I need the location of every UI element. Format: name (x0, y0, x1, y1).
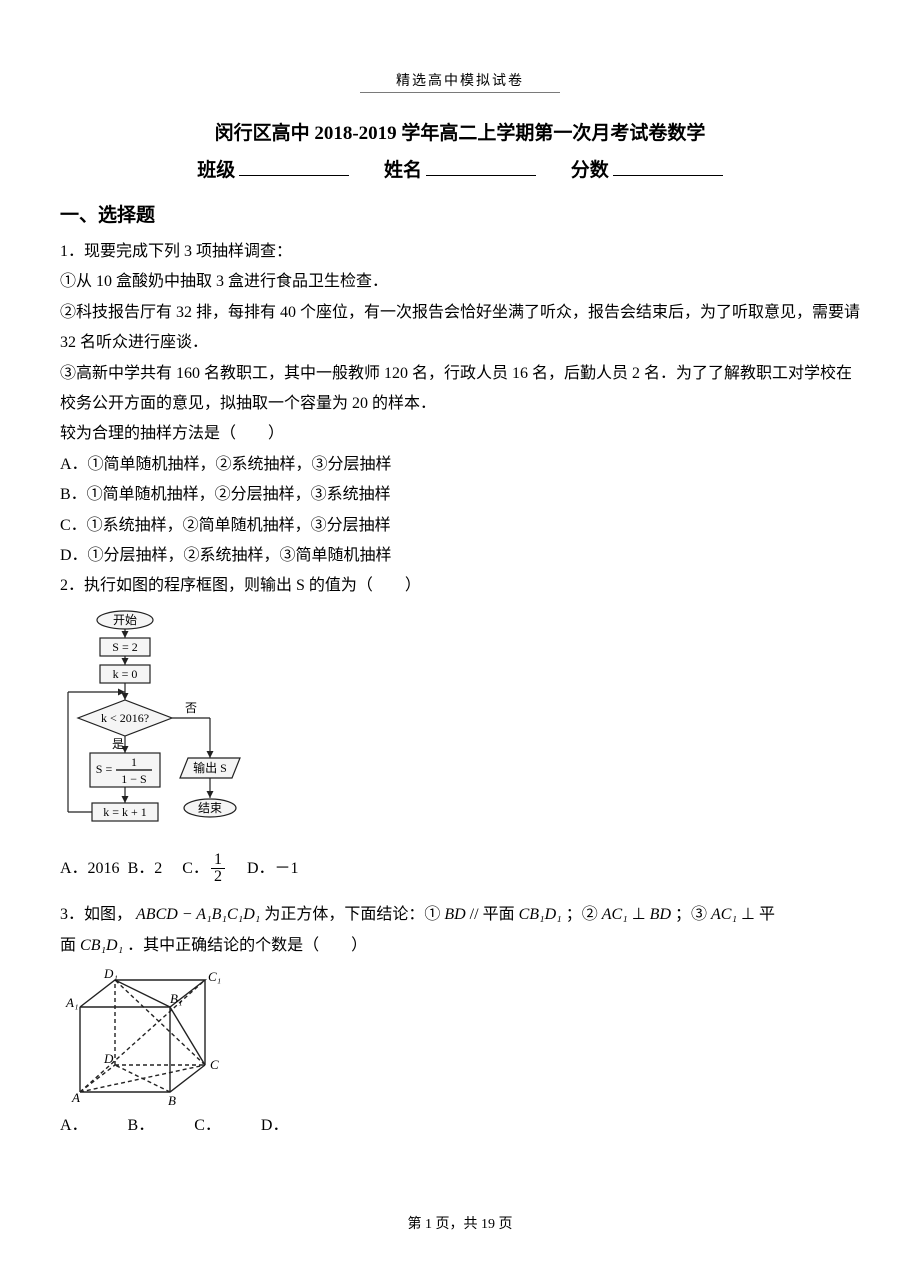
class-blank[interactable] (239, 159, 349, 176)
q2-stem: 2．执行如图的程序框图，则输出 S 的值为（ ） (60, 571, 860, 601)
section-head: 一、选择题 (60, 200, 860, 227)
q2-opt-c-pre: C． (182, 860, 209, 877)
q3-c2c: BD (650, 906, 671, 923)
svg-text:D: D (103, 1051, 114, 1066)
q3-c1b: // 平面 (470, 906, 515, 923)
q1-opt-d: D．①分层抽样，②系统抽样，③简单随机抽样 (60, 541, 860, 571)
svg-text:C: C (210, 1057, 219, 1072)
svg-text:S =: S = (96, 762, 113, 776)
svg-text:否: 否 (185, 701, 197, 715)
q1-opt-c: C．①系统抽样，②简单随机抽样，③分层抽样 (60, 511, 860, 541)
score-label: 分数 (571, 160, 609, 181)
q1-stem: 1．现要完成下列 3 项抽样调查： (60, 237, 860, 267)
q3-stem-line2: 面 CB₁D₁ ．其中正确结论的个数是（ ） (60, 931, 860, 961)
q1-opt-b: B．①简单随机抽样，②分层抽样，③系统抽样 (60, 480, 860, 510)
q3-stem: 3．如图， ABCD − A₁B₁C₁D₁ 为正方体，下面结论：① BD // … (60, 900, 860, 930)
question-3: 3．如图， ABCD − A₁B₁C₁D₁ 为正方体，下面结论：① BD // … (60, 900, 860, 1141)
svg-text:A: A (71, 1090, 80, 1105)
q2-opt-d: D．－1 (247, 860, 299, 877)
q1-line2: ②科技报告厅有 32 排，每排有 40 个座位，有一次报告会恰好坐满了听众，报告… (60, 298, 860, 359)
q3-l2-pre: 面 (60, 937, 80, 954)
q1-line1: ①从 10 盒酸奶中抽取 3 盒进行食品卫生检查． (60, 267, 860, 297)
q1-opt-a: A．①简单随机抽样，②系统抽样，③分层抽样 (60, 450, 860, 480)
q2-options: A．2016 B．2 C．12 D．－1 (60, 852, 860, 887)
svg-text:1 − S: 1 − S (121, 772, 146, 786)
q2-opt-a: A．2016 (60, 860, 120, 877)
page-title: 闵行区高中 2018-2019 学年高二上学期第一次月考试卷数学 (60, 118, 860, 145)
q1-ask: 较为合理的抽样方法是（ ） (60, 419, 860, 449)
svg-text:B: B (168, 1093, 176, 1107)
svg-text:C₁: C₁ (208, 969, 221, 984)
question-1: 1．现要完成下列 3 项抽样调查： ①从 10 盒酸奶中抽取 3 盒进行食品卫生… (60, 237, 860, 571)
class-label: 班级 (197, 160, 235, 181)
svg-text:结束: 结束 (198, 801, 222, 815)
svg-text:B₁: B₁ (170, 991, 182, 1006)
name-blank[interactable] (426, 159, 536, 176)
footer-mid: 页，共 (436, 1217, 482, 1232)
info-line: 班级 姓名 分数 (60, 155, 860, 182)
q3-c1a: BD (444, 906, 465, 923)
svg-text:k = k + 1: k = k + 1 (103, 805, 147, 819)
fraction-icon: 12 (211, 852, 225, 887)
page-footer: 第 1 页，共 19 页 (0, 1213, 920, 1233)
footer-total: 19 (481, 1217, 495, 1232)
cube-figure: A B C D A₁ B₁ C₁ D₁ (60, 967, 230, 1107)
q2-opt-b: B．2 (128, 860, 163, 877)
q3-options: A． B． C． D． (60, 1111, 860, 1141)
svg-text:k < 2016?: k < 2016? (101, 711, 149, 725)
frac-den: 2 (211, 869, 225, 886)
svg-text:D₁: D₁ (103, 967, 118, 981)
header-label: 精选高中模拟试卷 (360, 70, 560, 93)
score-blank[interactable] (613, 159, 723, 176)
svg-text:开始: 开始 (113, 613, 137, 627)
flowchart-figure: 开始 S = 2 k = 0 k < 2016? 否 (60, 608, 270, 848)
q3-c3a: AC₁ (711, 906, 737, 923)
svg-text:输出 S: 输出 S (193, 760, 227, 775)
q3-l2-post: ．其中正确结论的个数是（ ） (127, 937, 367, 954)
svg-text:S = 2: S = 2 (112, 640, 137, 654)
q1-line3: ③高新中学共有 160 名教职工，其中一般教师 120 名，行政人员 16 名，… (60, 359, 860, 420)
svg-text:是: 是 (112, 737, 124, 751)
q3-c3b: ⊥ 平 (741, 906, 775, 923)
footer-post: 页 (499, 1217, 513, 1232)
q3-mid: 为正方体，下面结论：① (264, 906, 444, 923)
frac-num: 1 (211, 852, 225, 870)
q3-cube-expr: ABCD − A₁B₁C₁D₁ (136, 906, 260, 923)
q3-sep2: ；③ (675, 906, 711, 923)
q3-c3c: CB₁D₁ (80, 937, 123, 954)
svg-text:A₁: A₁ (65, 995, 78, 1010)
svg-text:1: 1 (131, 755, 137, 769)
question-2: 2．执行如图的程序框图，则输出 S 的值为（ ） 开始 S = 2 k = 0 (60, 571, 860, 886)
q3-pre: 3．如图， (60, 906, 132, 923)
name-label: 姓名 (384, 160, 422, 181)
footer-cur: 1 (425, 1217, 432, 1232)
q3-c1c: CB₁D₁ (519, 906, 562, 923)
footer-pre: 第 (408, 1217, 426, 1232)
q3-c2a: AC₁ (602, 906, 628, 923)
q3-sep1: ；② (566, 906, 602, 923)
svg-text:k = 0: k = 0 (113, 667, 138, 681)
q3-c2b: ⊥ (632, 906, 650, 923)
